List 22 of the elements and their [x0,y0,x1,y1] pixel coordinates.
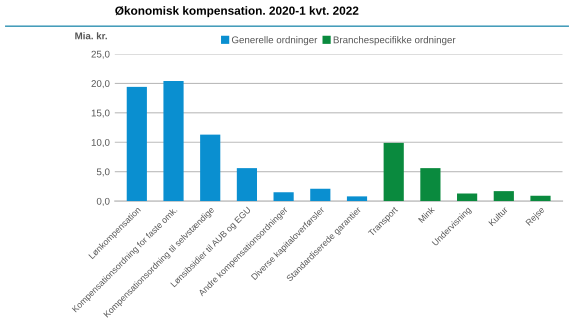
bar [126,86,147,202]
bar [346,196,368,202]
bar [274,192,294,202]
bar [384,142,404,202]
y-tick-label: 0,0 [96,198,110,206]
legend-label: Branchespecifikke ordninger [334,36,456,46]
chart-title: Økonomisk kompensation. 2020-1 kvt. 2022 [115,6,358,18]
y-tick-label: 5,0 [96,168,110,176]
bar [163,81,184,202]
bar [457,193,478,202]
y-tick-label: 15,0 [92,110,110,118]
y-tick-label: 20,0 [92,80,110,88]
bar [494,191,514,202]
bar [310,188,330,202]
bar [200,134,220,202]
bar [530,196,551,202]
bar [236,168,258,202]
legend-label: Generelle ordninger [232,36,318,46]
y-tick-label: 10,0 [92,138,110,148]
bar [420,168,440,202]
y-axis-title: Mia. kr. [75,32,107,40]
y-tick-label: 25,0 [92,50,110,59]
